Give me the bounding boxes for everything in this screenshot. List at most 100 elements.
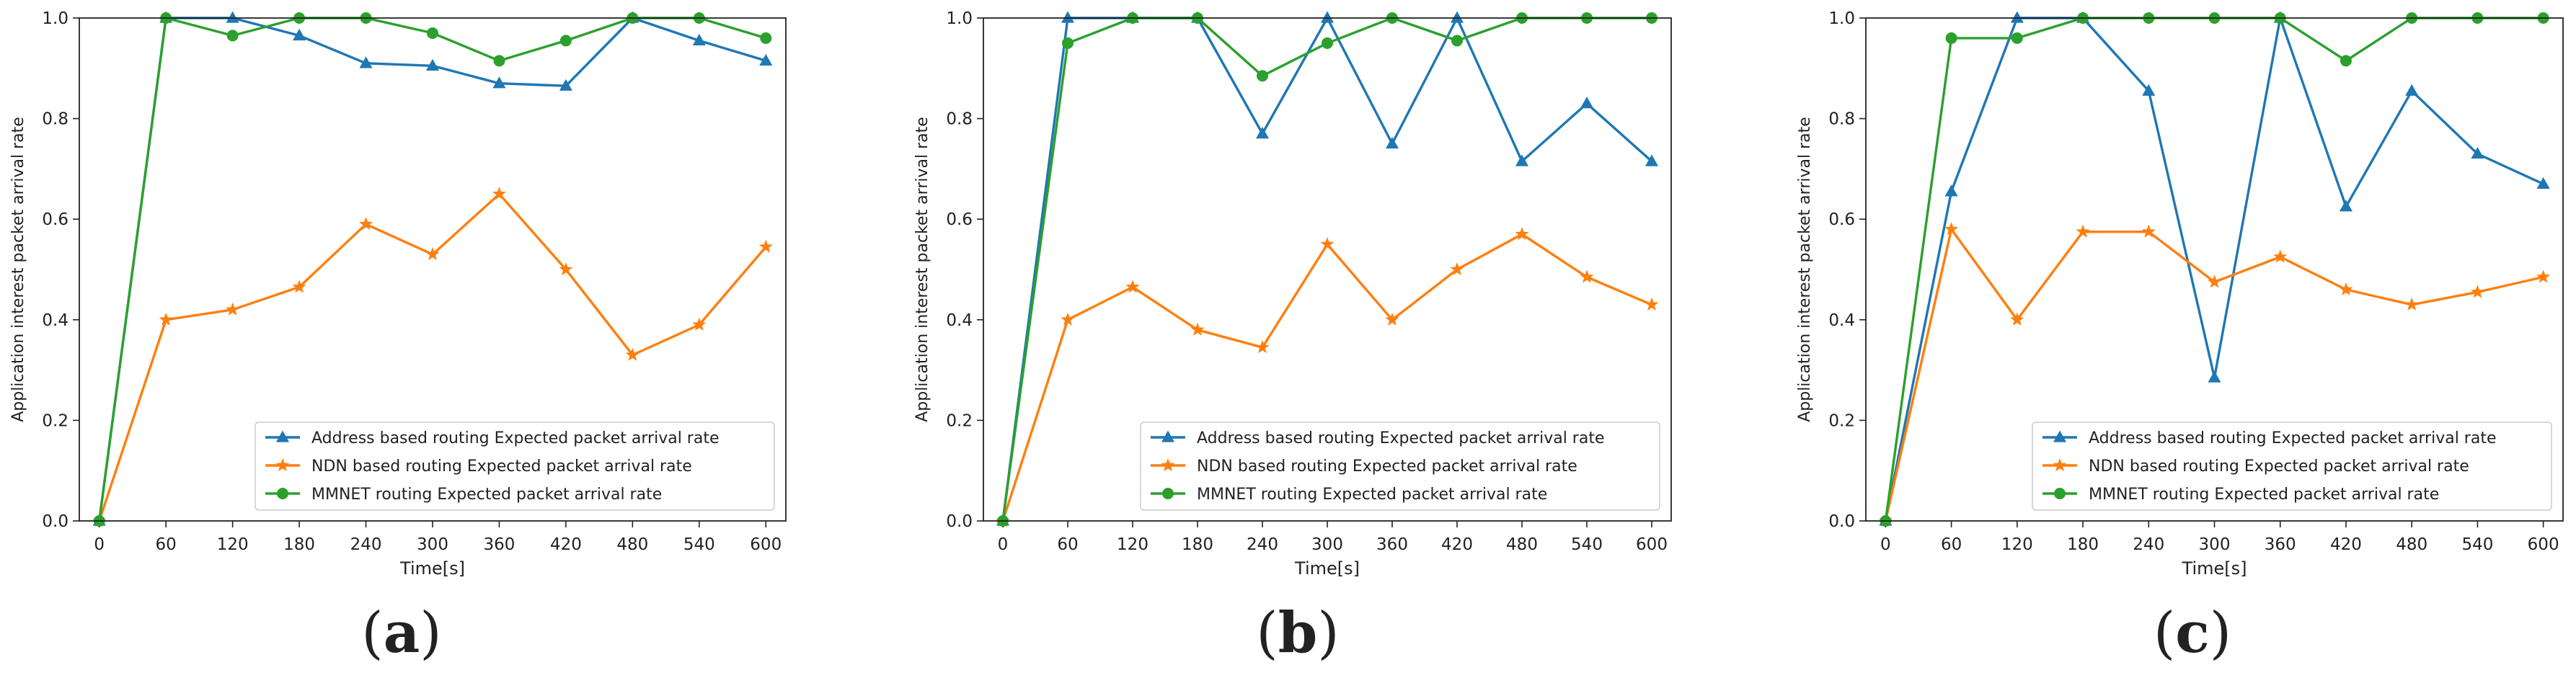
data-point (1944, 222, 1959, 236)
y-axis-label: Application interest packet arrival rate (1796, 117, 1814, 422)
y-tick-label: 0.0 (42, 512, 68, 531)
x-tick-label: 600 (2528, 535, 2559, 554)
data-point (1061, 312, 1075, 326)
x-tick-label: 0 (94, 535, 105, 554)
data-point (1645, 297, 1659, 311)
data-point (2405, 84, 2419, 96)
x-tick-label: 120 (217, 535, 249, 554)
legend-marker (2053, 430, 2067, 442)
data-point (1645, 154, 1659, 166)
data-point (2011, 32, 2023, 44)
data-point (2142, 84, 2156, 96)
x-tick-label: 360 (1376, 535, 1408, 554)
caption-letter: c (2175, 600, 2210, 666)
y-tick-label: 0.2 (42, 411, 68, 430)
x-axis-label: Time[s] (1294, 558, 1360, 579)
x-tick-label: 300 (1311, 535, 1343, 554)
legend-marker (2053, 458, 2067, 472)
data-point (2471, 146, 2484, 159)
legend-label: NDN based routing Expected packet arriva… (311, 458, 692, 476)
legend-marker (275, 430, 290, 442)
x-tick-label: 240 (1247, 535, 1278, 554)
y-tick-label: 1.0 (946, 9, 973, 28)
y-tick-label: 0.2 (946, 411, 973, 430)
x-tick-label: 540 (1571, 535, 1603, 554)
x-tick-label: 600 (750, 535, 782, 554)
x-tick-label: 300 (2199, 535, 2231, 554)
axes-frame (79, 17, 787, 522)
data-point (1255, 127, 1270, 139)
caption-open: ( (361, 601, 383, 666)
caption-close: ) (1317, 601, 1339, 666)
y-tick-label: 1.0 (1828, 9, 1855, 28)
legend-label: Address based routing Expected packet ar… (2089, 429, 2497, 447)
chart-panel-a: 0.0 0.2 0.4 0.6 0.8 1.0 0 60 120 180 240 300 360 420 4… (9, 9, 787, 579)
x-tick-label: 480 (2396, 535, 2427, 554)
x-tick-label: 360 (2265, 535, 2296, 554)
legend: Address based routing Expected packet ar… (1140, 421, 1660, 511)
x-tick-label: 240 (2133, 535, 2164, 554)
caption-close: ) (2210, 601, 2231, 666)
y-tick-label: 0.2 (1828, 411, 1855, 430)
data-point (2339, 282, 2353, 296)
legend-marker (2054, 488, 2066, 499)
data-point (2536, 269, 2551, 283)
caption-open: ( (2154, 601, 2175, 666)
data-point (226, 302, 240, 316)
data-point (1257, 70, 1268, 82)
data-point (760, 32, 772, 44)
y-tick-label: 0.0 (946, 512, 973, 531)
data-point (759, 53, 773, 66)
data-point (1385, 312, 1399, 326)
y-tick-label: 0.8 (946, 110, 973, 129)
x-tick-label: 60 (156, 535, 177, 554)
legend-label: MMNET routing Expected packet arrival ra… (1197, 486, 1547, 504)
legend-label: MMNET routing Expected packet arrival ra… (2089, 486, 2439, 504)
panel-caption: (a) (361, 600, 441, 666)
data-point (425, 58, 440, 71)
data-point (2470, 285, 2484, 298)
data-point (427, 27, 438, 39)
data-point (226, 30, 239, 42)
data-point (293, 28, 306, 41)
data-point (1320, 237, 1335, 251)
data-point (1062, 37, 1074, 49)
legend-label: MMNET routing Expected packet arrival ra… (311, 486, 662, 504)
y-tick-label: 0.6 (1828, 210, 1855, 229)
x-tick-label: 480 (616, 535, 648, 554)
data-point (2141, 224, 2156, 238)
data-point (1580, 97, 1594, 109)
x-tick-label: 60 (1941, 535, 1962, 554)
x-tick-label: 360 (483, 535, 515, 554)
x-tick-label: 240 (350, 535, 382, 554)
data-point (2010, 312, 2024, 326)
data-point (359, 56, 373, 68)
y-tick-label: 0.0 (1828, 512, 1855, 531)
panel-caption: (b) (1256, 600, 1339, 666)
data-point (2339, 200, 2353, 212)
data-point (2208, 370, 2221, 383)
data-point (559, 35, 572, 47)
legend: Address based routing Expected packet ar… (254, 421, 775, 511)
data-point (1255, 340, 1270, 354)
legend-marker (277, 488, 288, 499)
data-point (1515, 227, 1529, 241)
data-point (1515, 154, 1529, 166)
x-tick-label: 420 (1441, 535, 1473, 554)
data-point (1322, 37, 1333, 49)
data-point (1385, 137, 1399, 149)
y-axis-label: Application interest packet arrival rate (9, 117, 27, 422)
data-point (1450, 262, 1464, 276)
x-tick-label: 540 (2461, 535, 2493, 554)
legend-marker (1161, 430, 1175, 442)
data-point (692, 33, 706, 46)
y-tick-label: 0.8 (42, 110, 68, 129)
x-tick-label: 420 (550, 535, 582, 554)
x-axis-label: Time[s] (2182, 558, 2247, 579)
x-tick-label: 120 (1117, 535, 1148, 554)
data-point (2076, 224, 2090, 238)
data-point (159, 312, 173, 326)
y-axis-label: Application interest packet arrival rate (913, 117, 931, 422)
x-tick-label: 480 (1506, 535, 1538, 554)
